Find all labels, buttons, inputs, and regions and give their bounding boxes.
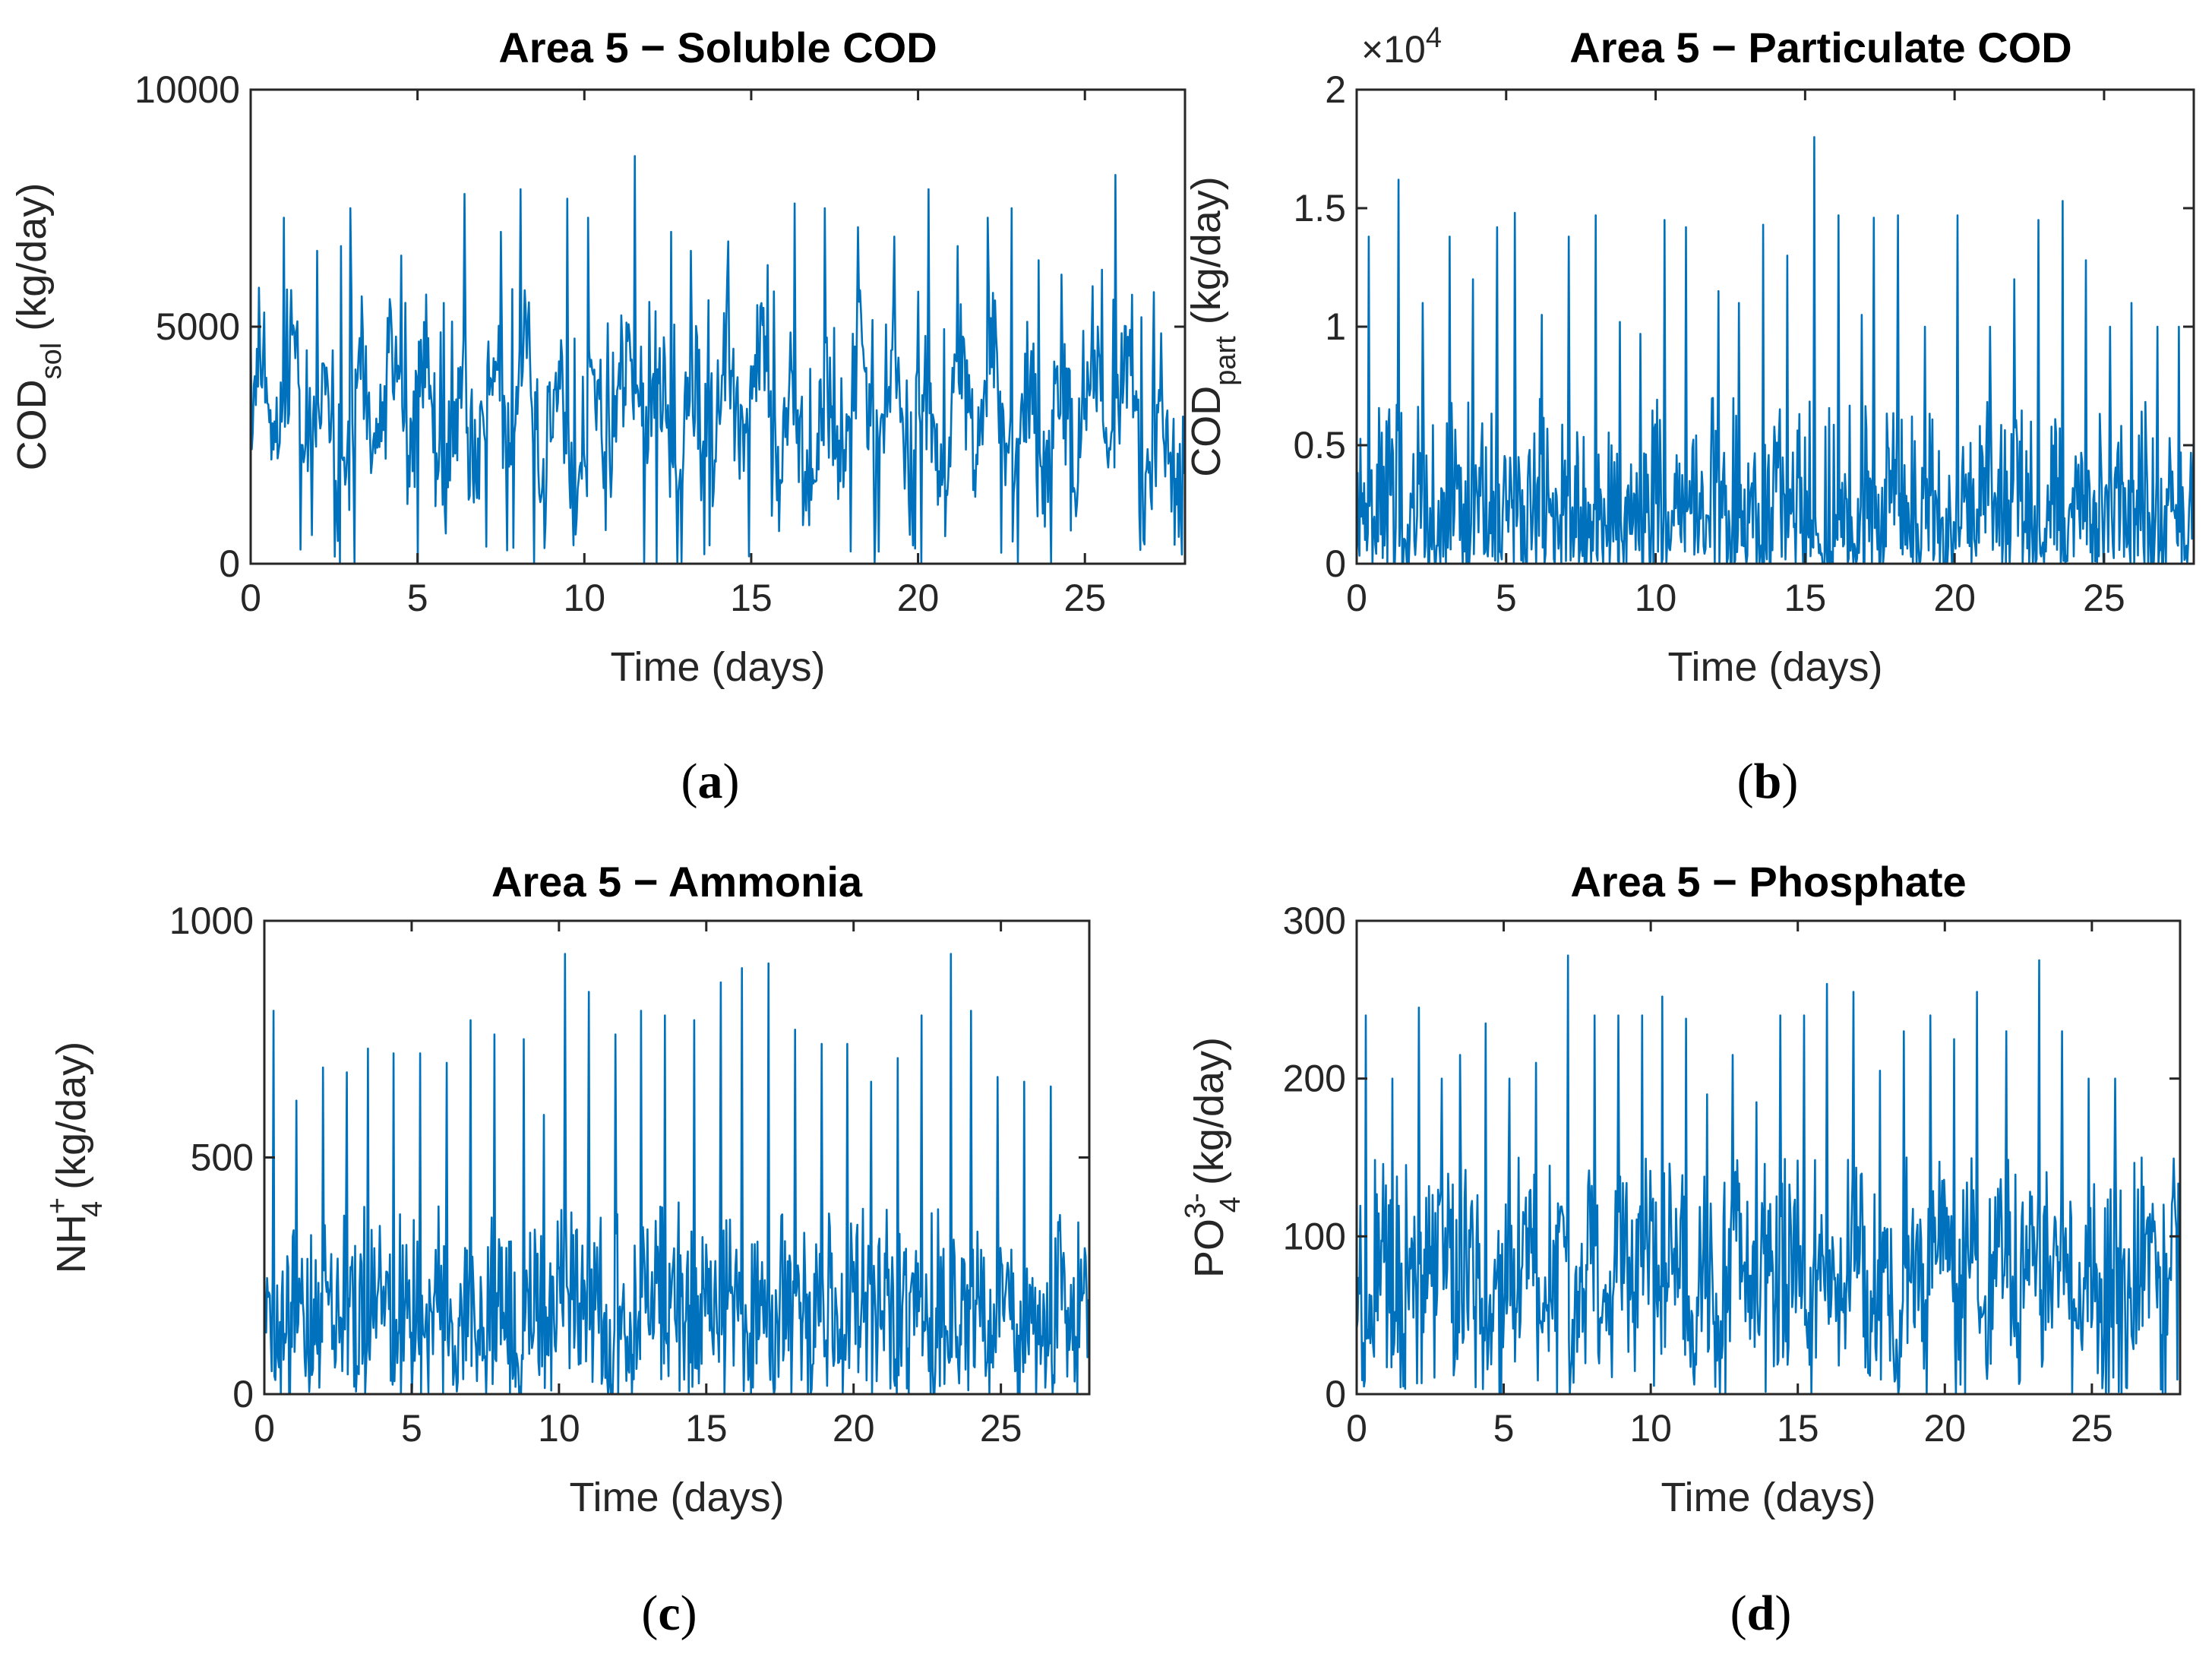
x-tick-label: 0 (1346, 577, 1367, 619)
y-axis-label: PO3- 4 (kg/day) (1180, 1037, 1247, 1278)
caption-letter: b (1754, 754, 1782, 809)
x-tick-label: 5 (407, 577, 428, 619)
y-tick-label: 1 (1325, 305, 1346, 348)
data-series-line (1357, 954, 2180, 1394)
y-tick-label: 1.5 (1293, 187, 1346, 229)
y-tick-label: 0 (219, 542, 240, 585)
x-tick-label: 20 (897, 577, 940, 619)
panel-caption: (a) (681, 754, 740, 809)
caption-paren: ( (1737, 754, 1754, 809)
y-tick-label: 200 (1283, 1058, 1346, 1100)
x-tick-label: 25 (2083, 577, 2125, 619)
y-tick-label: 2 (1325, 68, 1346, 111)
x-tick-label: 10 (538, 1407, 580, 1450)
panel-caption: (c) (641, 1586, 697, 1641)
panel-a-soluble-cod: 0 5 10 15 20 25 0 5000 10000 Area 5 − Soluble COD… (9, 24, 1187, 809)
caption-letter: c (658, 1586, 680, 1641)
y-tick-label: 0.5 (1293, 424, 1346, 466)
y-axis-label-main: PO (1187, 1219, 1232, 1278)
y-axis-label: CODpart (kg/day) (1183, 176, 1242, 477)
y-tick-label: 0 (232, 1373, 254, 1415)
plot-title: Area 5 − Ammonia (491, 858, 863, 906)
panel-c-ammonia: 0 5 10 15 20 25 0 500 1000 Area 5 − Ammonia Time (… (42, 858, 1091, 1641)
y-tick-label: 1000 (169, 900, 254, 942)
x-axis-label: Time (days) (1661, 1475, 1875, 1520)
plot-title: Area 5 − Soluble COD (498, 24, 937, 71)
panel-b-particulate-cod: 0 5 10 15 20 25 0 0.5 1 1.5 2 Area 5 − Particulate … (1183, 22, 2195, 809)
y-tick-label: 0 (1325, 1373, 1346, 1415)
y-tick-label: 300 (1283, 900, 1346, 942)
x-tick-label: 20 (833, 1407, 875, 1450)
y-axis-label-unit: (kg/day) (1183, 176, 1229, 336)
x-tick-label: 25 (980, 1407, 1022, 1450)
x-tick-label: 15 (1784, 577, 1827, 619)
x-tick-label: 25 (1063, 577, 1106, 619)
x-tick-label: 20 (1923, 1407, 1966, 1450)
axis-exponent-base: ×10 (1361, 28, 1426, 71)
x-tick-label: 10 (1635, 577, 1677, 619)
y-axis-label-subscript: 4 (1215, 1197, 1247, 1213)
x-tick-label: 0 (254, 1407, 275, 1450)
x-tick-label: 10 (563, 577, 605, 619)
x-axis-label: Time (days) (1667, 644, 1882, 690)
y-axis-label-superscript: 3- (1180, 1193, 1212, 1219)
data-series-line (251, 155, 1185, 564)
caption-paren: ( (1730, 1586, 1747, 1641)
panel-caption: (d) (1730, 1586, 1792, 1641)
y-tick-label: 5000 (156, 305, 240, 348)
data-series-line (264, 953, 1089, 1394)
panel-d-phosphate: 0 5 10 15 20 25 0 100 200 300 Area 5 − Phosphate Ti… (1180, 858, 2182, 1641)
x-tick-label: 15 (685, 1407, 728, 1450)
x-tick-label: 20 (1933, 577, 1976, 619)
x-tick-label: 15 (1777, 1407, 1819, 1450)
caption-paren: ) (1781, 754, 1798, 809)
caption-paren: ( (681, 754, 698, 809)
axis-exponent-power: 4 (1426, 22, 1442, 54)
caption-paren: ( (641, 1586, 658, 1641)
y-tick-label: 500 (191, 1137, 254, 1179)
caption-paren: ) (681, 1586, 697, 1641)
y-axis-label: NH+ 4 (kg/day) (42, 1042, 109, 1273)
plot-frame (1355, 919, 2182, 1396)
caption-letter: a (698, 754, 723, 809)
y-axis-label: CODsol (kg/day) (9, 183, 68, 471)
x-tick-label: 10 (1629, 1407, 1672, 1450)
y-tick-label: 0 (1325, 542, 1346, 585)
y-axis-label-unit: (kg/day) (1187, 1037, 1232, 1197)
caption-paren: ) (1774, 1586, 1791, 1641)
y-axis-label-unit: (kg/day) (49, 1042, 94, 1201)
y-axis-label-main: COD (1183, 386, 1229, 477)
y-axis-label-main: NH (49, 1214, 94, 1273)
data-series-line (1357, 136, 2194, 564)
y-axis-label-unit: (kg/day) (9, 183, 55, 343)
y-axis-label-subscript: sol (36, 343, 68, 380)
panel-caption: (b) (1737, 754, 1799, 809)
y-tick-label: 100 (1283, 1215, 1346, 1257)
x-tick-label: 15 (730, 577, 773, 619)
y-tick-label: 10000 (134, 68, 240, 111)
x-tick-label: 5 (1496, 577, 1517, 619)
plot-title: Area 5 − Phosphate (1570, 858, 1966, 906)
y-axis-label-subscript: part (1210, 336, 1242, 386)
x-axis-label: Time (days) (569, 1475, 784, 1520)
axis-exponent-label: ×104 (1361, 22, 1442, 71)
y-axis-label-subscript: 4 (77, 1201, 109, 1217)
x-tick-label: 0 (1346, 1407, 1367, 1450)
y-axis-label-superscript: + (42, 1197, 74, 1214)
caption-letter: d (1747, 1586, 1775, 1641)
plot-title: Area 5 − Particulate COD (1569, 24, 2071, 71)
x-tick-label: 25 (2071, 1407, 2113, 1450)
y-axis-label-main: COD (9, 379, 55, 470)
x-tick-label: 0 (240, 577, 261, 619)
caption-paren: ) (723, 754, 740, 809)
x-tick-label: 5 (1493, 1407, 1515, 1450)
x-axis-label: Time (days) (610, 644, 825, 690)
x-tick-label: 5 (401, 1407, 422, 1450)
